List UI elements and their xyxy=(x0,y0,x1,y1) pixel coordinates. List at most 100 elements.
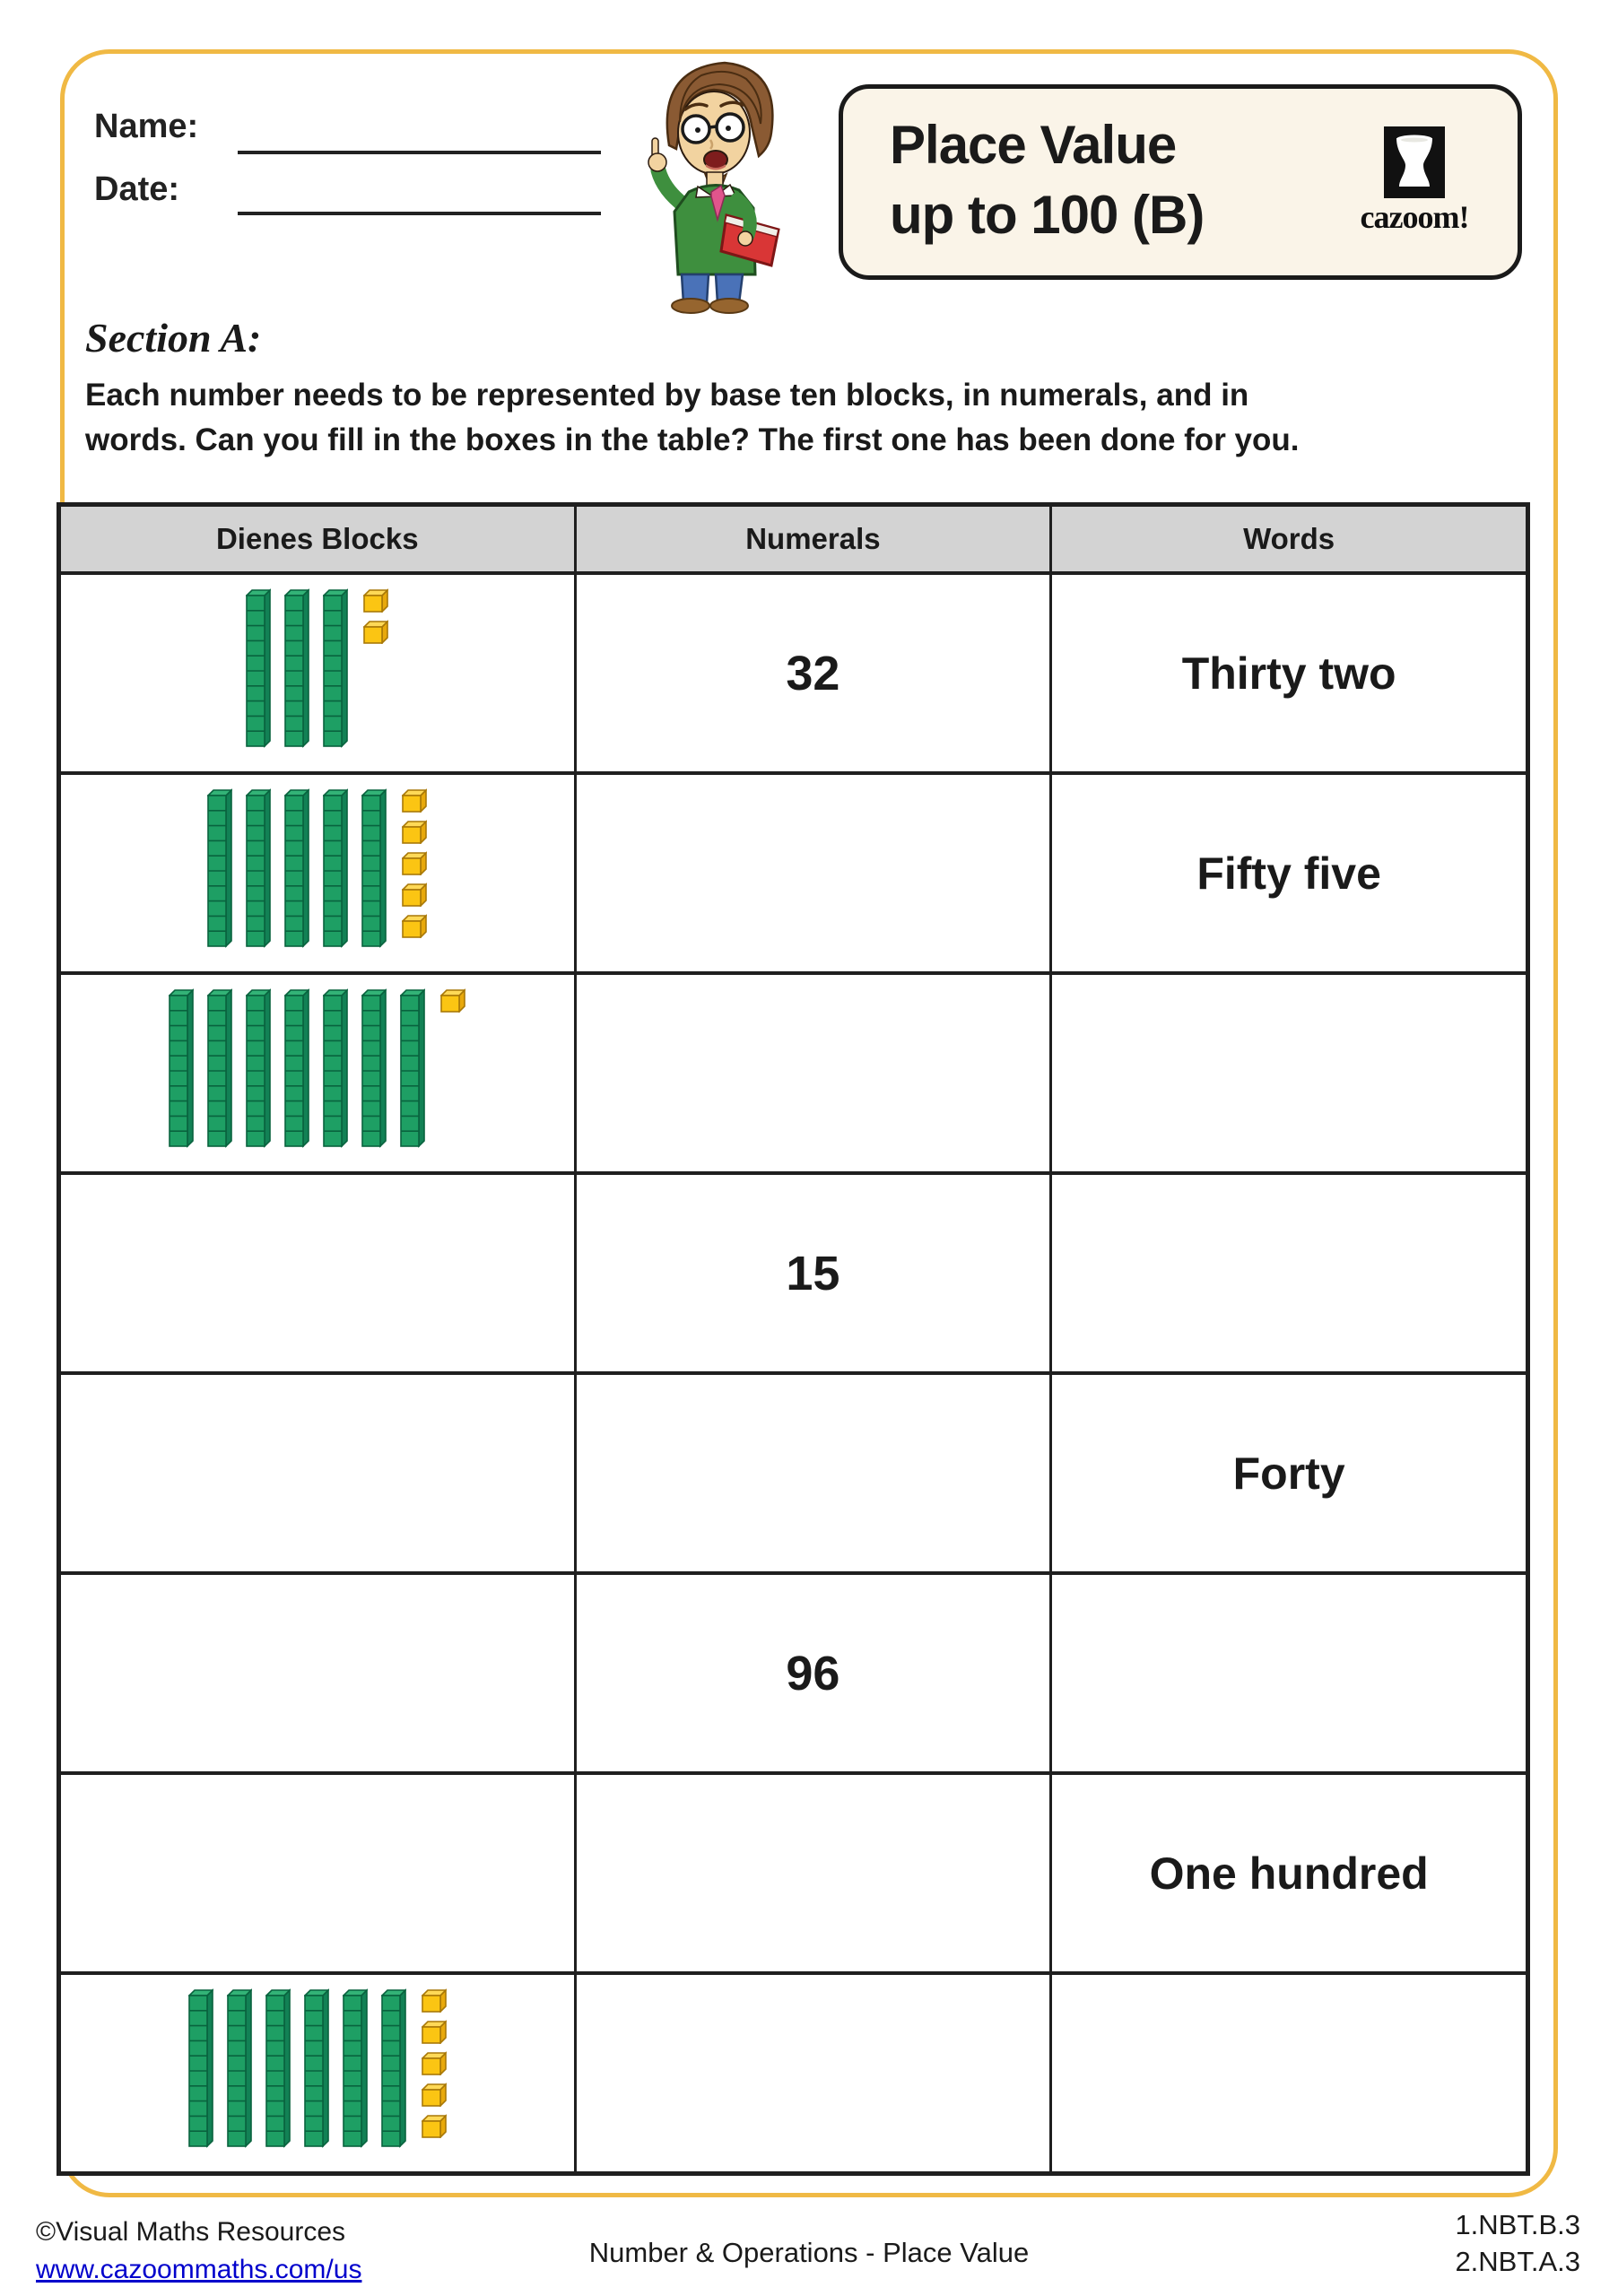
table-header-row: Dienes Blocks Numerals Words xyxy=(61,507,1526,571)
table-row: 15 xyxy=(61,1171,1526,1371)
column-header-dienes-blocks: Dienes Blocks xyxy=(61,507,574,571)
ones-cube xyxy=(402,851,428,875)
ones-cube xyxy=(421,2020,447,2044)
tens-rod xyxy=(284,588,310,748)
dienes-blocks-cell[interactable] xyxy=(61,1175,574,1371)
tens-rod xyxy=(246,788,272,948)
dienes-blocks-cell[interactable] xyxy=(61,1775,574,1971)
ones-cube xyxy=(363,588,389,613)
ones-cubes-group xyxy=(421,1987,447,2138)
column-header-numerals: Numerals xyxy=(573,507,1050,571)
numeral-cell: 96 xyxy=(573,1575,1050,1771)
tens-rod xyxy=(284,788,310,948)
ones-cubes-group xyxy=(440,987,466,1013)
standard-code-2: 2.NBT.A.3 xyxy=(1455,2246,1580,2277)
table-row: Fifty five xyxy=(61,771,1526,971)
instructions-text: Each number needs to be represented by b… xyxy=(85,373,1299,463)
word-cell[interactable] xyxy=(1049,1575,1526,1771)
ones-cubes-group xyxy=(363,587,389,644)
table-row: One hundred xyxy=(61,1771,1526,1971)
tens-rod xyxy=(361,988,387,1148)
tens-rod xyxy=(169,988,195,1148)
tens-rod xyxy=(246,588,272,748)
numeral-cell: 32 xyxy=(573,575,1050,771)
word-cell[interactable] xyxy=(1049,975,1526,1171)
table-row: Forty xyxy=(61,1371,1526,1571)
ones-cube xyxy=(402,820,428,844)
dienes-blocks-cell xyxy=(61,775,574,971)
copyright-text: ©Visual Maths Resources xyxy=(36,2217,346,2247)
date-input-line[interactable] xyxy=(238,212,601,215)
ones-cube xyxy=(421,1988,447,2013)
standard-code-1: 1.NBT.B.3 xyxy=(1455,2209,1580,2240)
ones-cube xyxy=(402,883,428,907)
title-box: Place Value up to 100 (B) cazoom! xyxy=(839,84,1522,280)
ones-cubes-group xyxy=(402,787,428,938)
table-row xyxy=(61,971,1526,1171)
ones-cube xyxy=(402,788,428,813)
tens-rod xyxy=(284,988,310,1148)
ones-cube xyxy=(363,620,389,644)
ones-cube xyxy=(421,2051,447,2075)
table-row xyxy=(61,1971,1526,2171)
numeral-cell[interactable] xyxy=(573,1775,1050,1971)
word-cell[interactable] xyxy=(1049,1175,1526,1371)
numeral-cell: 15 xyxy=(573,1175,1050,1371)
tens-rod xyxy=(207,788,233,948)
standards-codes: 1.NBT.B.3 2.NBT.A.3 xyxy=(1455,2206,1580,2280)
section-heading: Section A: xyxy=(85,315,262,361)
column-header-words: Words xyxy=(1049,507,1526,571)
tens-rod xyxy=(323,588,349,748)
table-row: 96 xyxy=(61,1571,1526,1771)
ones-cube xyxy=(402,914,428,938)
dienes-blocks-cell xyxy=(61,975,574,1171)
tens-rod xyxy=(187,1988,213,2148)
tens-rod xyxy=(265,1988,291,2148)
dienes-blocks-cell[interactable] xyxy=(61,1375,574,1571)
word-cell: Forty xyxy=(1049,1375,1526,1571)
tens-rod xyxy=(400,988,426,1148)
tens-rod xyxy=(246,988,272,1148)
place-value-table: Dienes Blocks Numerals Words 32 Thirty t… xyxy=(57,502,1530,2176)
footer-attribution: ©Visual Maths Resources www.cazoommaths.… xyxy=(36,2213,361,2289)
numeral-cell[interactable] xyxy=(573,1975,1050,2171)
tens-rods-group xyxy=(187,1987,406,2148)
instructions-line-2: words. Can you fill in the boxes in the … xyxy=(85,422,1300,457)
tens-rod xyxy=(207,988,233,1148)
logo-wordmark: cazoom! xyxy=(1360,199,1470,235)
word-cell: One hundred xyxy=(1049,1775,1526,1971)
tens-rod xyxy=(380,1988,406,2148)
dienes-blocks-cell xyxy=(61,575,574,771)
tens-rods-group xyxy=(207,787,387,948)
numeral-cell[interactable] xyxy=(573,1375,1050,1571)
tens-rod xyxy=(342,1988,368,2148)
tens-rods-group xyxy=(169,987,426,1148)
tens-rod xyxy=(323,788,349,948)
word-cell[interactable] xyxy=(1049,1975,1526,2171)
dienes-blocks-cell[interactable] xyxy=(61,1575,574,1771)
worksheet-title: Place Value up to 100 (B) xyxy=(890,115,1205,245)
table-row: 32 Thirty two xyxy=(61,571,1526,771)
date-label: Date: xyxy=(94,170,180,208)
numeral-cell[interactable] xyxy=(573,775,1050,971)
tens-rod xyxy=(303,1988,329,2148)
word-cell: Fifty five xyxy=(1049,775,1526,971)
name-label: Name: xyxy=(94,108,199,145)
cazoommaths-link[interactable]: www.cazoommaths.com/us xyxy=(36,2255,362,2284)
tens-rod xyxy=(226,1988,252,2148)
tens-rod xyxy=(323,988,349,1148)
logo-drum-icon xyxy=(1384,126,1445,198)
name-input-line[interactable] xyxy=(238,151,601,154)
cazoom-logo: cazoom! xyxy=(1347,126,1482,236)
numeral-cell[interactable] xyxy=(573,975,1050,1171)
dienes-blocks-cell xyxy=(61,1975,574,2171)
teacher-illustration xyxy=(603,45,818,320)
footer-topic: Number & Operations - Place Value xyxy=(588,2237,1030,2268)
ones-cube xyxy=(421,2083,447,2107)
ones-cube xyxy=(440,988,466,1013)
tens-rod xyxy=(361,788,387,948)
ones-cube xyxy=(421,2114,447,2138)
instructions-line-1: Each number needs to be represented by b… xyxy=(85,378,1249,413)
word-cell: Thirty two xyxy=(1049,575,1526,771)
tens-rods-group xyxy=(246,587,349,748)
